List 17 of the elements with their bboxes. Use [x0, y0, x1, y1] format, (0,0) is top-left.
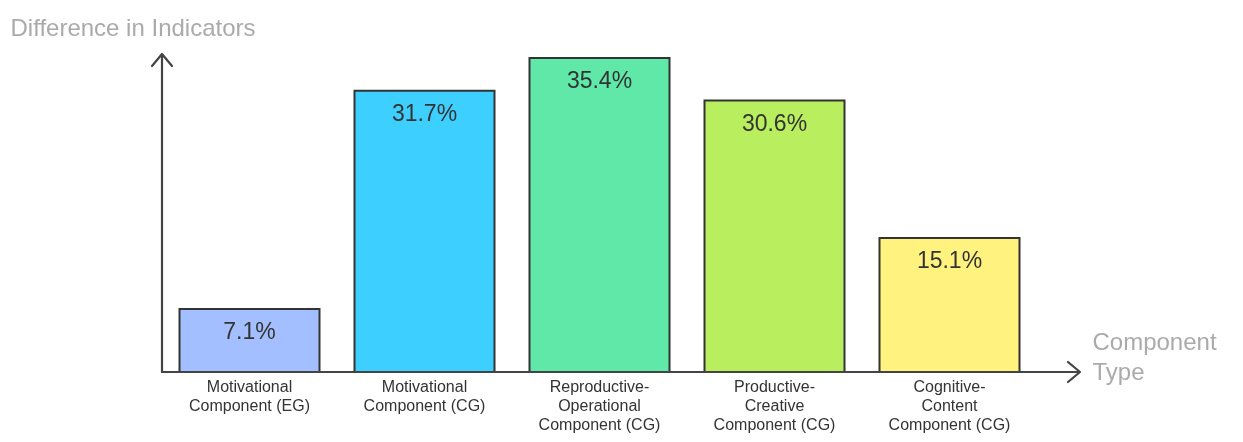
x-axis-title: Component Type: [1092, 327, 1217, 385]
bar: [353, 89, 496, 373]
y-axis-title: Difference in Indicators: [10, 13, 256, 41]
x-tick-label: Reproductive-Operational Component (CG): [538, 377, 661, 433]
data-label: 30.6%: [741, 109, 808, 136]
x-tick-label: Motivational Component (CG): [363, 377, 486, 414]
x-tick-label: Cognitive-Content Component (CG): [888, 377, 1011, 433]
x-tick-label: Motivational Component (EG): [189, 377, 310, 414]
bar: [878, 237, 1021, 373]
data-label: 15.1%: [916, 247, 983, 274]
bar: [528, 57, 671, 373]
data-label: 31.7%: [391, 99, 458, 126]
bar: [703, 99, 846, 373]
data-label: 35.4%: [566, 67, 633, 93]
bar: [178, 308, 321, 373]
data-label: 7.1%: [223, 318, 276, 345]
x-tick-label: Productive-Creative Component (CG): [713, 377, 836, 433]
